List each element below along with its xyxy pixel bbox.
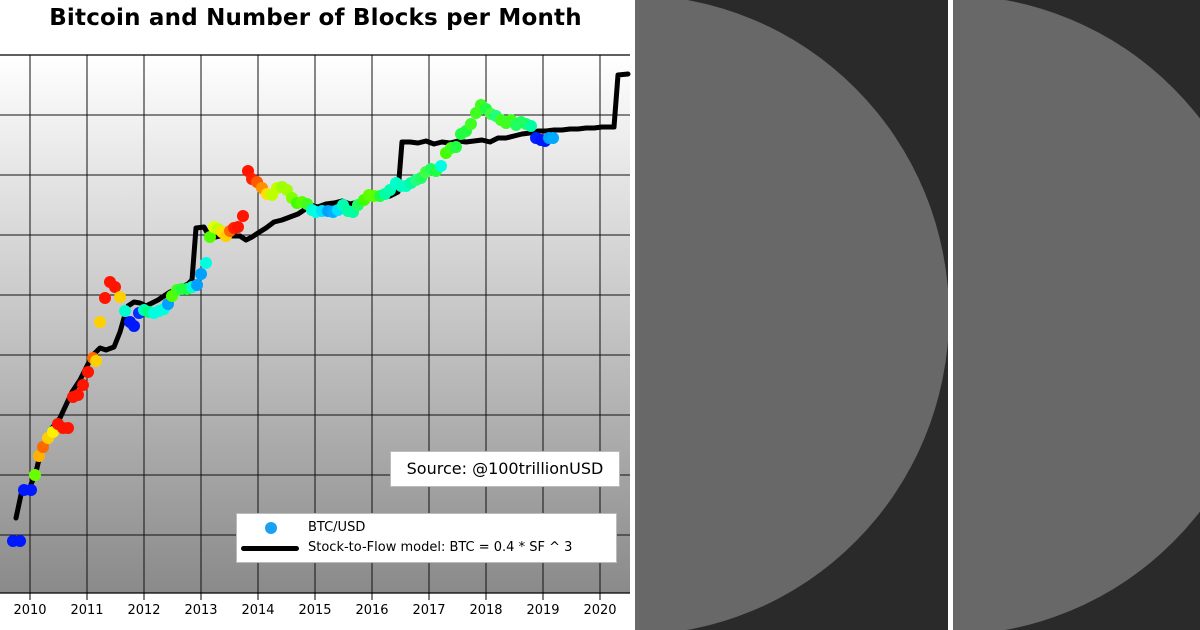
x-tick-label: 2018: [469, 603, 503, 618]
image-panel-1: [635, 0, 948, 630]
btc-data-point: [450, 141, 462, 153]
btc-data-point: [25, 484, 37, 496]
chart-title: Bitcoin and Number of Blocks per Month: [49, 5, 582, 31]
btc-data-point: [435, 160, 447, 172]
chart-panel: Bitcoin and Number of Blocks per Month 2…: [0, 5, 631, 618]
btc-data-point: [90, 355, 102, 367]
btc-data-point: [237, 210, 249, 222]
btc-data-point: [191, 279, 203, 291]
line-marker-icon: [241, 546, 299, 551]
x-tick-label: 2019: [526, 603, 560, 618]
x-tick-label: 2011: [70, 603, 104, 618]
stock-to-flow-line: [13, 71, 631, 521]
x-tick-label: 2016: [355, 603, 389, 618]
gray-circle-shape: [635, 0, 948, 630]
legend-label: BTC/USD: [308, 520, 366, 535]
btc-data-point: [119, 305, 131, 317]
btc-data-point: [33, 450, 45, 462]
x-tick-label: 2010: [13, 603, 47, 618]
btc-data-point: [128, 320, 140, 332]
btc-data-point: [72, 389, 84, 401]
btc-data-point: [29, 469, 41, 481]
btc-data-point: [37, 441, 49, 453]
btc-data-point: [200, 257, 212, 269]
panel-divider: [948, 0, 953, 630]
x-axis-ticks: [29, 593, 601, 600]
x-tick-label: 2013: [184, 603, 218, 618]
btc-data-point: [82, 366, 94, 378]
btc-data-point: [204, 231, 216, 243]
btc-data-point: [114, 291, 126, 303]
x-tick-label: 2020: [583, 603, 617, 618]
btc-data-point: [14, 535, 26, 547]
gray-circle-shape: [953, 0, 1200, 630]
legend-label: Stock-to-Flow model: BTC = 0.4 * SF ^ 3: [308, 540, 573, 555]
x-tick-label: 2015: [298, 603, 332, 618]
btc-data-point: [232, 221, 244, 233]
legend-item-stock-to-flow: Stock-to-Flow model: BTC = 0.4 * SF ^ 3: [237, 538, 616, 558]
btc-data-point: [525, 120, 537, 132]
legend-item-btc-usd: BTC/USD: [237, 518, 616, 538]
btc-data-point: [547, 132, 559, 144]
btc-data-point: [77, 379, 89, 391]
btc-data-point: [94, 316, 106, 328]
btc-data-point: [465, 118, 477, 130]
image-panel-2: [953, 0, 1200, 630]
panel-divider: [631, 0, 635, 630]
btc-data-point: [109, 281, 121, 293]
btc-usd-marker-icon: [265, 522, 277, 534]
source-annotation: Source: @100trillionUSD: [390, 451, 620, 487]
legend: BTC/USD Stock-to-Flow model: BTC = 0.4 *…: [236, 513, 617, 563]
btc-data-point: [195, 268, 207, 280]
x-tick-label: 2014: [241, 603, 275, 618]
btc-data-point: [62, 422, 74, 434]
plot-area: [0, 54, 631, 600]
x-tick-label: 2012: [127, 603, 161, 618]
x-tick-label: 2017: [412, 603, 446, 618]
btc-data-point: [99, 292, 111, 304]
grid-lines: [0, 55, 630, 593]
btc-usd-points: [7, 99, 559, 547]
